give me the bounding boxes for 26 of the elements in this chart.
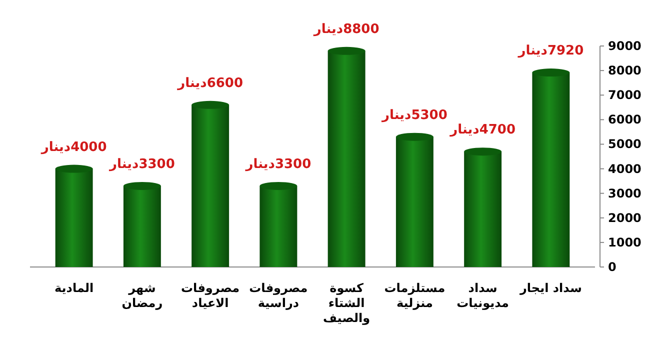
data-label: 7920دينار [517, 44, 584, 59]
x-tick-label: شهر رمضان [122, 281, 163, 310]
data-label: 3300دينار [108, 156, 175, 172]
y-tick-label: 6000 [608, 112, 642, 127]
y-tick-label: 9000 [608, 39, 642, 53]
y-tick-label: 4000 [608, 162, 642, 176]
y-tick-label: 2000 [608, 210, 642, 225]
y-tick-label: 5000 [608, 137, 642, 152]
y-tick-label: 1000 [608, 235, 642, 250]
x-tick-label: المادية [54, 281, 94, 295]
x-tick-label: مستلزمات منزلية [384, 281, 446, 310]
y-tick-label: 7000 [608, 88, 642, 102]
x-tick-label: مصروفات الاعياد [181, 281, 240, 310]
data-label: 5300دينار [380, 108, 448, 123]
data-label: 4000دينار [40, 140, 107, 155]
data-label: 4700دينار [449, 122, 516, 138]
x-tick-label: كسوة الشتاء والصيف [323, 281, 370, 325]
y-tick-label: 8000 [608, 64, 642, 78]
y-tick-label: 3000 [608, 186, 642, 200]
data-label: 8800دينار [312, 22, 380, 37]
data-label: 3300دينار [244, 156, 312, 172]
x-tick-label: سداد مديونيات [456, 281, 509, 310]
y-tick-label: 0 [608, 260, 616, 274]
x-tick-label: مصروفات دراسية [249, 281, 308, 310]
data-label: 6600دينار [176, 76, 244, 91]
x-tick-label: سداد ايجار [519, 281, 582, 295]
